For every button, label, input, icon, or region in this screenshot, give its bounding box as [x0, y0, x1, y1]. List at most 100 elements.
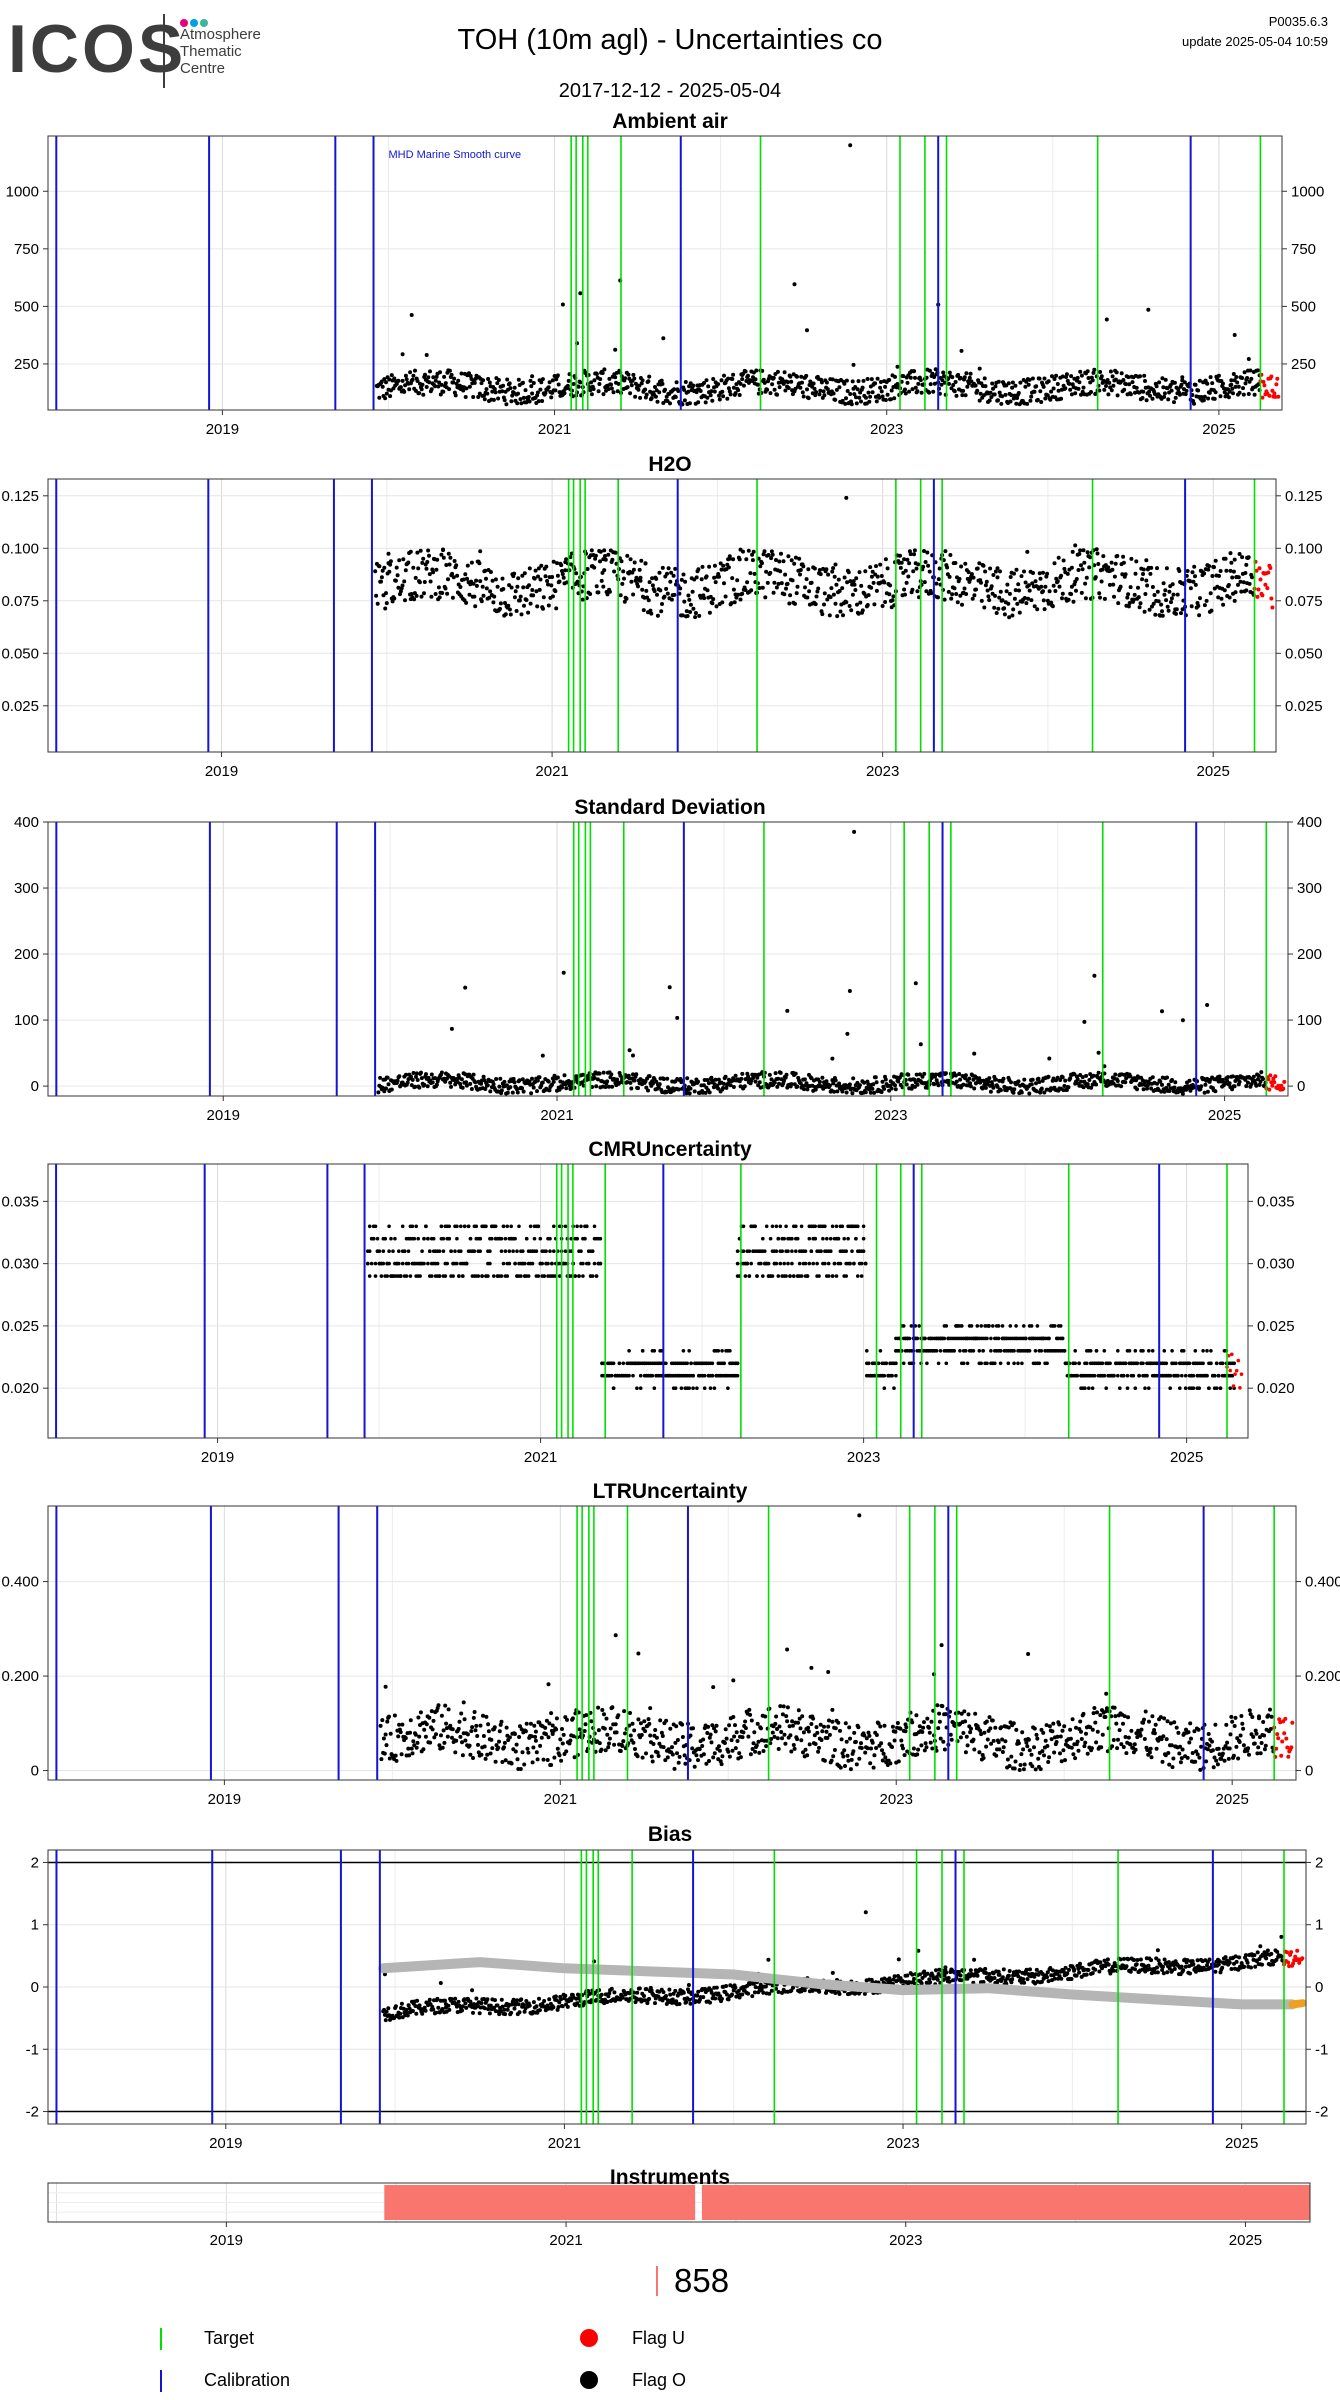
data-point: [474, 578, 479, 583]
data-point: [468, 1081, 473, 1086]
data-point: [613, 347, 618, 352]
data-point: [837, 589, 842, 593]
data-point: [889, 388, 894, 393]
data-point: [807, 1236, 812, 1241]
data-point: [1144, 398, 1149, 403]
data-point: [733, 391, 738, 396]
data-point: [501, 1224, 506, 1229]
data-point: [377, 1249, 382, 1253]
data-point: [870, 569, 875, 574]
data-point: [667, 985, 672, 990]
data-point: [1051, 583, 1056, 588]
data-point: [998, 1361, 1003, 1366]
data-point: [1034, 384, 1039, 389]
data-point: [1239, 1372, 1244, 1376]
data-point: [719, 567, 724, 572]
data-point: [1125, 595, 1130, 600]
data-point: [1254, 1083, 1259, 1088]
data-point: [592, 378, 597, 383]
data-point: [441, 1236, 446, 1241]
data-point: [1191, 1373, 1196, 1378]
data-point: [942, 1336, 947, 1341]
data-point: [805, 1087, 810, 1092]
data-point: [446, 577, 450, 582]
data-point: [844, 396, 848, 401]
data-point: [726, 1386, 730, 1390]
data-point: [409, 313, 414, 317]
data-point: [884, 1361, 888, 1366]
data-point: [487, 595, 492, 600]
data-point: [539, 380, 544, 385]
data-point: [1039, 400, 1044, 404]
data-point: [723, 1074, 728, 1079]
data-point: [455, 573, 460, 578]
data-point: [1075, 375, 1080, 380]
data-point: [519, 612, 524, 617]
y-tick-label: 0.035: [1257, 1193, 1295, 1210]
data-point: [903, 592, 907, 597]
data-point: [598, 1236, 603, 1241]
data-point: [964, 371, 969, 376]
data-point: [397, 1249, 401, 1253]
data-point: [733, 1073, 738, 1078]
data-point: [915, 1082, 920, 1087]
data-point: [845, 1031, 850, 1036]
data-point: [404, 1274, 409, 1278]
data-point: [434, 567, 439, 572]
data-point: [833, 562, 838, 567]
data-point: [916, 562, 921, 567]
data-point: [1269, 374, 1274, 379]
data-point: [954, 393, 959, 398]
data-point: [540, 1053, 545, 1058]
data-point: [1179, 611, 1183, 616]
data-point: [831, 566, 836, 571]
data-point: [389, 1236, 393, 1241]
data-point: [735, 1373, 740, 1378]
data-point: [526, 395, 531, 399]
data-point: [615, 1077, 620, 1082]
logo-dots: [180, 14, 210, 32]
data-point: [628, 1080, 633, 1085]
data-point: [901, 1324, 906, 1328]
data-point: [1012, 1087, 1017, 1092]
data-point: [1121, 378, 1126, 382]
data-point: [540, 399, 545, 403]
data-point: [643, 387, 648, 392]
data-point: [412, 1236, 417, 1241]
data-point: [868, 1090, 873, 1095]
data-point: [830, 1224, 835, 1229]
data-point: [913, 981, 918, 986]
data-point: [894, 1373, 898, 1378]
data-point: [767, 1072, 772, 1077]
data-point: [644, 588, 649, 593]
data-point: [644, 1085, 649, 1090]
data-point: [428, 1249, 432, 1253]
data-point: [425, 560, 430, 564]
data-point: [859, 583, 864, 588]
data-point: [1123, 1361, 1128, 1366]
data-point: [1076, 568, 1081, 572]
data-point: [373, 1274, 378, 1278]
data-point: [1162, 1089, 1167, 1094]
data-point: [1232, 557, 1237, 562]
data-point: [1178, 1386, 1182, 1390]
data-point: [382, 1751, 387, 1756]
data-point: [778, 1261, 783, 1266]
data-point: [1143, 379, 1147, 383]
data-point: [735, 1361, 740, 1366]
data-point: [529, 384, 534, 389]
data-point: [546, 385, 551, 390]
data-point: [861, 1249, 866, 1253]
data-point: [544, 564, 549, 569]
data-point: [492, 1274, 496, 1278]
data-point: [688, 610, 693, 614]
data-point: [952, 1349, 956, 1353]
data-point: [820, 1075, 825, 1080]
data-point: [606, 552, 611, 557]
data-point: [1045, 1361, 1049, 1366]
data-point: [488, 589, 493, 594]
data-point: [778, 569, 783, 574]
data-point: [814, 594, 819, 599]
data-point: [768, 391, 773, 396]
data-point: [746, 373, 750, 378]
